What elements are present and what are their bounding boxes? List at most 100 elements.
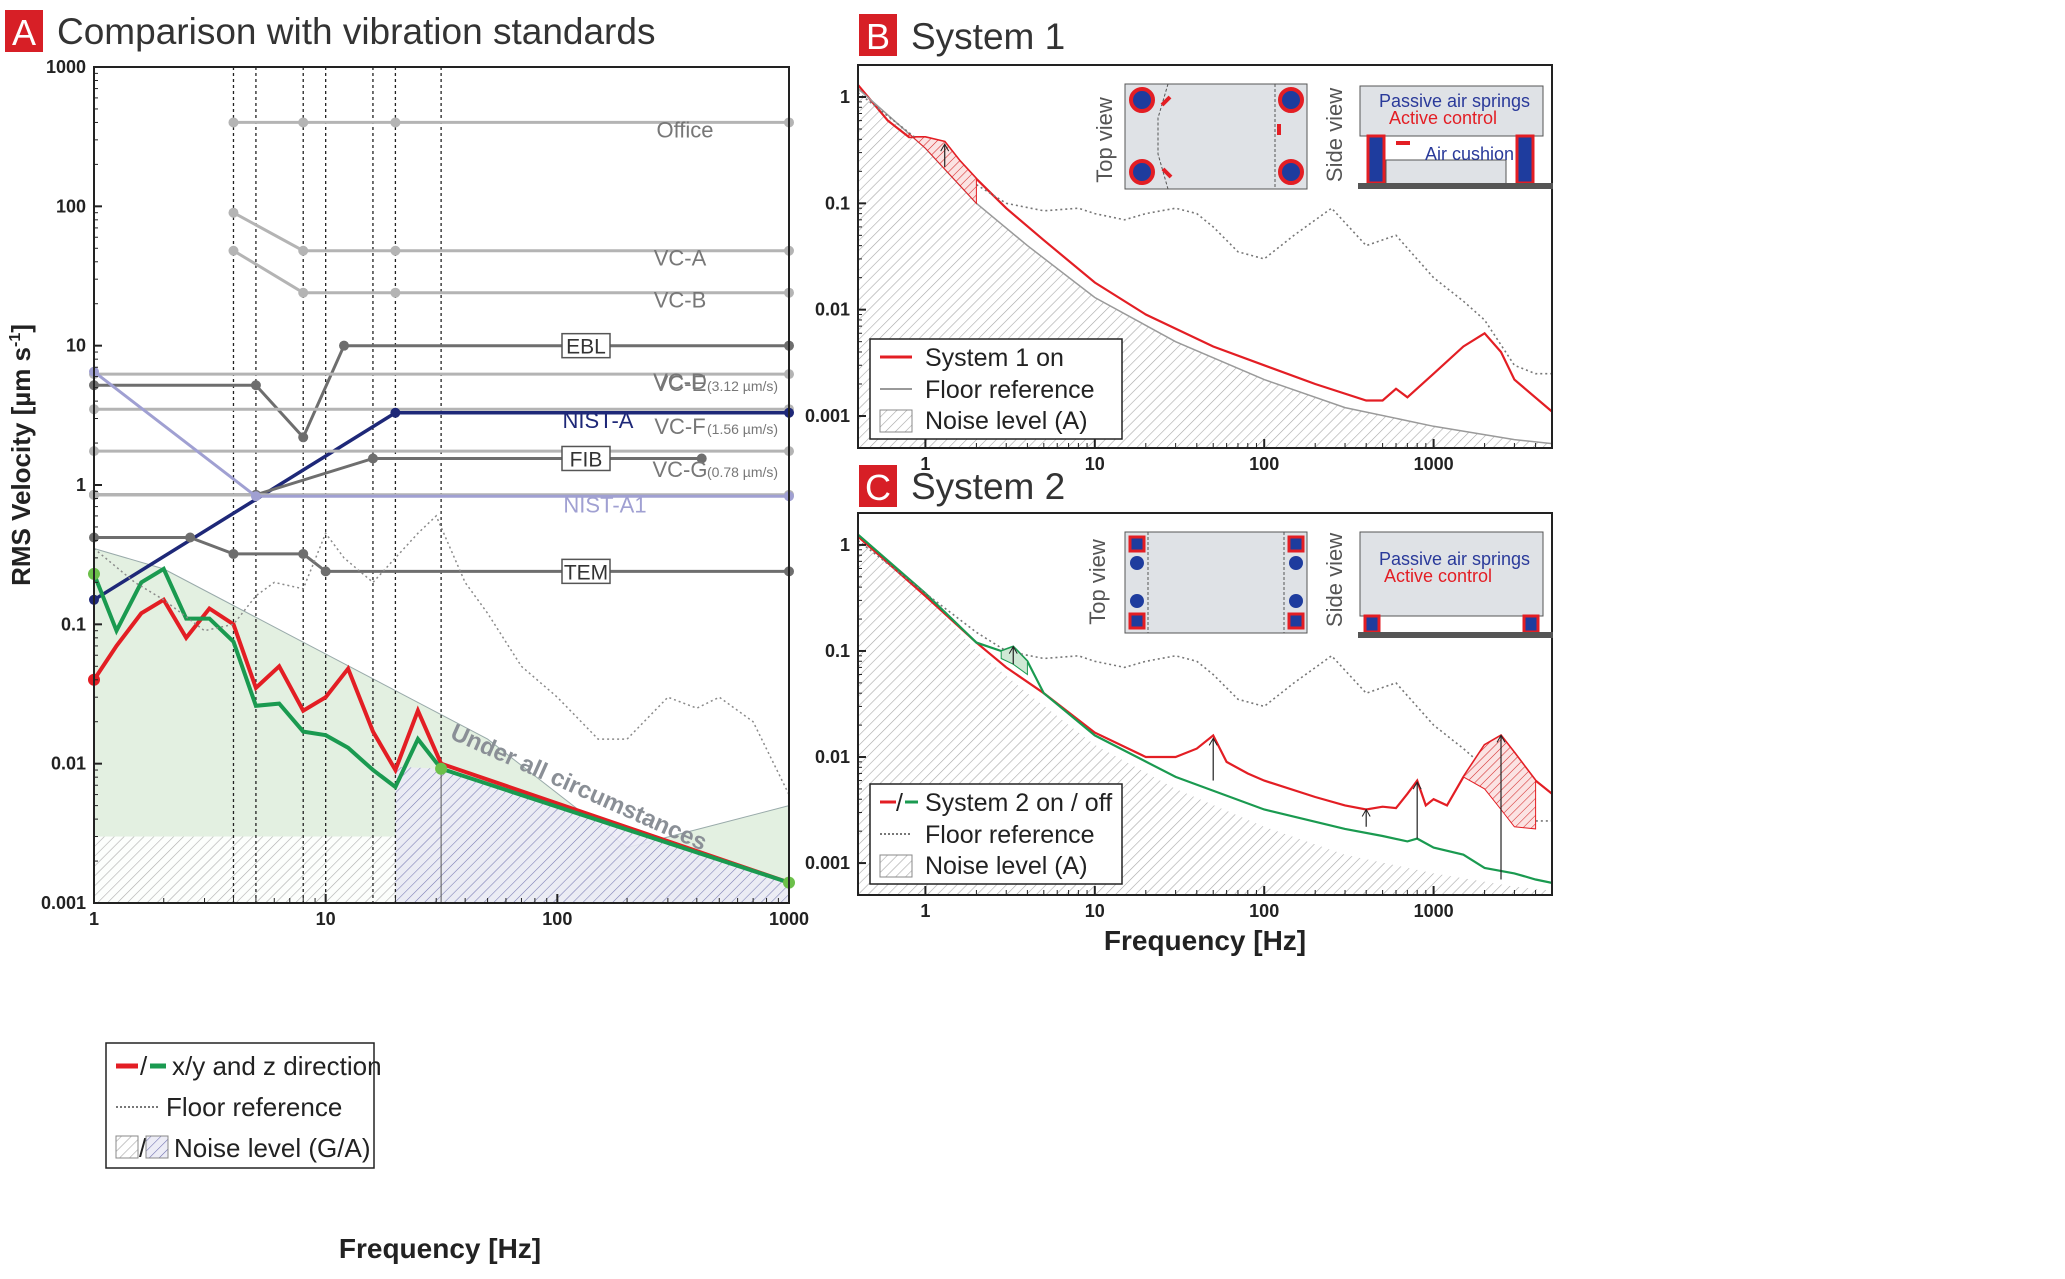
- legend-c-noise-swatch: [879, 854, 913, 878]
- panel-c-inset-side-view: Side view Passive air springs Active con…: [1322, 531, 1553, 638]
- panel-b-legend: System 1 on Floor reference Noise level …: [869, 338, 1123, 440]
- panel-c-spring-icon: [1287, 535, 1305, 553]
- a-noise-grey: [94, 836, 396, 903]
- a-standard-vc-b: [232, 249, 789, 295]
- panel-b-letter-box: [859, 14, 897, 56]
- panel-c-cushion-icon: [1130, 556, 1144, 570]
- legend-a-item-noise: Noise level (G/A): [174, 1133, 371, 1163]
- a-standard-point: [250, 380, 261, 391]
- a-standard-point: [298, 117, 309, 128]
- legend-c-item-floor: Floor reference: [925, 821, 1095, 849]
- a-box-tem: [561, 558, 611, 585]
- panel-a: A Comparison with vibration standards Un…: [5, 10, 809, 1264]
- panel-b-inset-side-view: Side view Passive air springs Active con…: [1322, 85, 1553, 189]
- a-series-endpoint: [435, 762, 448, 775]
- panel-b-side-leg: [1515, 134, 1535, 185]
- c-y-tick-label: 0.1: [825, 641, 850, 661]
- panel-a-letter-box: [5, 10, 43, 52]
- c-arrow-head: [1496, 734, 1506, 743]
- panel-c: C System 2 1 0.1 0.01 0.001 1 10 100 1000 Freque…: [805, 465, 1553, 956]
- panel-b-spring-icon: [1278, 87, 1304, 113]
- panel-b-inset-top-label: Top view: [1092, 97, 1117, 183]
- panel-c-side-leg: [1363, 614, 1381, 634]
- a-standard-point: [390, 287, 401, 298]
- a-y-tick-label: 0.01: [51, 754, 86, 774]
- panel-c-cushion-icon: [1289, 556, 1303, 570]
- panel-c-letter-box: [859, 465, 897, 507]
- panel-b: B System 1 1 0.1 0.01 0.001 1 10 100 1000 Top v…: [805, 14, 1553, 474]
- panel-c-inset-top-view: Top view: [1085, 531, 1308, 634]
- c-x-axis-label: Frequency [Hz]: [1104, 925, 1306, 956]
- b-y-tick-label: 0.001: [805, 406, 850, 426]
- panel-b-title: System 1: [911, 16, 1065, 57]
- a-label-vc-b: VC-B: [654, 288, 707, 313]
- panel-c-spring-icon: [1128, 535, 1146, 553]
- a-x-tick-label: 1: [89, 909, 99, 929]
- panel-b-label-cushion: Air cushion: [1425, 144, 1514, 164]
- a-x-tick-label: 100: [542, 909, 572, 929]
- c-arrow-head: [1208, 737, 1218, 746]
- a-standard-point: [696, 453, 707, 464]
- a-y-tick-label: 10: [66, 336, 86, 356]
- panel-b-side-cushion: [1385, 159, 1507, 185]
- c-green-bump: [1000, 646, 1028, 676]
- c-arrow-head: [1361, 808, 1371, 817]
- a-note-vc-g: (0.78 µm/s): [707, 464, 778, 480]
- panel-c-side-floor: [1358, 632, 1553, 638]
- c-y-tick-label: 0.01: [815, 747, 850, 767]
- a-series-floor-reference: [93, 514, 790, 795]
- b-x-tick-label: 1000: [1414, 454, 1454, 474]
- b-y-tick-label: 0.1: [825, 193, 850, 213]
- panel-c-cushion-icon: [1289, 594, 1303, 608]
- a-label-ebl: EBL: [566, 336, 606, 359]
- a-series-z-direction: [92, 566, 790, 885]
- legend-c-item-system: System 2 on / off: [925, 789, 1112, 817]
- panel-a-legend: / x/y and z direction Floor reference / …: [105, 1042, 382, 1169]
- legend-a-noise-swatch-grey: [115, 1135, 139, 1159]
- legend-b-noise-swatch: [879, 409, 913, 433]
- a-box-fib: [561, 445, 611, 472]
- c-plot-frame: [857, 512, 1553, 896]
- a-standard-point: [390, 245, 401, 256]
- b-y-tick-label: 0.01: [815, 300, 850, 320]
- a-standard-point: [228, 117, 239, 128]
- panel-a-x-axis-label: Frequency [Hz]: [339, 1233, 541, 1264]
- legend-c-slash: /: [896, 789, 903, 817]
- panel-a-letter: A: [12, 12, 36, 53]
- panel-b-letter: B: [866, 16, 890, 57]
- a-label-vc-a: VC-A: [654, 246, 707, 271]
- a-standard-point: [228, 207, 239, 218]
- legend-a-noise-slash: /: [139, 1133, 147, 1163]
- panel-c-inset-side-label: Side view: [1322, 533, 1347, 627]
- panel-b-spring-icon: [1129, 87, 1155, 113]
- a-label-fib: FIB: [570, 448, 603, 471]
- legend-c-item-noise: Noise level (A): [925, 852, 1088, 880]
- panel-c-spring-icon: [1128, 612, 1146, 630]
- a-y-tick-label: 1000: [46, 57, 86, 77]
- panel-c-inset-top-label: Top view: [1085, 539, 1110, 625]
- panel-b-label-passive: Passive air springs: [1379, 91, 1530, 111]
- a-standard-point: [298, 245, 309, 256]
- a-standard-point: [367, 453, 378, 464]
- a-series-x-y-direction: [92, 597, 790, 885]
- c-x-tick-label: 1: [920, 901, 930, 921]
- a-note-vc-e: (3.12 µm/s): [707, 378, 778, 394]
- a-noise-blue: [395, 766, 789, 903]
- a-y-tick-label: 0.1: [61, 614, 86, 634]
- a-standard-point: [320, 566, 331, 577]
- legend-a-item-series: x/y and z direction: [172, 1051, 382, 1081]
- c-arrow-head: [1412, 781, 1422, 790]
- legend-b-item-floor: Floor reference: [925, 376, 1095, 404]
- b-arrow-head: [940, 143, 950, 152]
- a-box-ebl: [561, 332, 611, 359]
- panel-b-top-cut: [1157, 83, 1169, 190]
- b-plot-frame: [857, 64, 1553, 449]
- b-x-tick-label: 1: [920, 454, 930, 474]
- a-standard-point: [298, 432, 309, 443]
- a-standard-point: [390, 407, 401, 418]
- a-standard-point: [298, 548, 309, 559]
- panel-b-inset-top-view: Top view: [1092, 83, 1308, 190]
- a-shaded-region: [94, 548, 789, 903]
- legend-b-item-noise: Noise level (A): [925, 407, 1088, 435]
- a-standard-tem: [94, 536, 789, 573]
